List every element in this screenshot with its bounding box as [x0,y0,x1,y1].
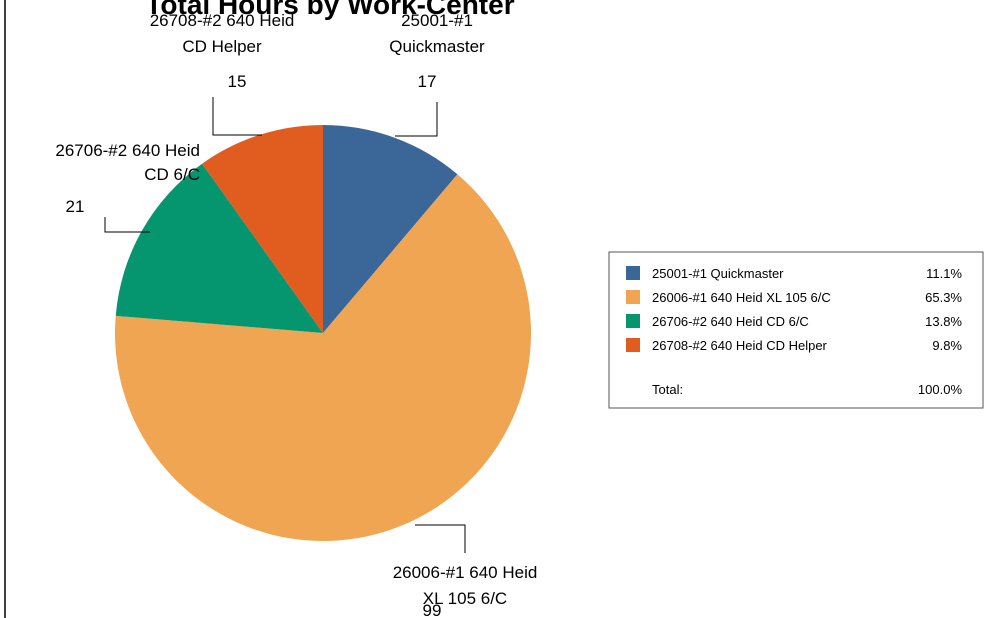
value-label: 17 [418,72,437,91]
legend-percent: 11.1% [926,266,962,281]
legend-percent: 9.8% [932,338,962,353]
value-label: 21 [66,197,85,216]
slice-label: 26006-#1 640 Heid [393,563,538,582]
slice-label: CD 6/C [144,165,200,184]
chart-title: Total Hours by Work-Center [145,0,514,20]
value-label: 99 [423,601,442,618]
pie-slice [323,125,458,333]
legend-total-label: Total: [652,382,683,397]
leader-line [104,217,150,233]
leader-line [415,524,466,553]
legend-percent: 65.3% [925,290,962,305]
legend-box [608,251,984,409]
legend-percent: 13.8% [925,314,962,329]
slice-label: 25001-#1 [401,11,473,30]
leader-line [212,97,262,136]
legend-swatch [626,266,640,280]
pie-slice [115,174,532,541]
legend-label: 26706-#2 640 Heid CD 6/C [652,314,809,329]
slices [115,125,532,541]
legend-swatch [626,338,640,352]
legend-label: 25001-#1 Quickmaster [652,266,784,281]
legend-label: 26708-#2 640 Heid CD Helper [652,338,828,353]
legend-total-value: 100.0% [918,382,963,397]
value-label: 15 [228,72,247,91]
slice-label: XL 105 6/C [423,589,507,608]
legend-swatch [626,314,640,328]
pie-slice [115,163,324,333]
slice-label: 26706-#2 640 Heid [55,141,200,160]
legend-swatch [626,290,640,304]
leader-line [395,102,438,137]
legend-label: 26006-#1 640 Heid XL 105 6/C [652,290,831,305]
slice-label: Quickmaster [389,37,485,56]
pie-slice [202,125,323,333]
slice-label: CD Helper [182,37,262,56]
slice-label: 26708-#2 640 Heid [150,11,295,30]
